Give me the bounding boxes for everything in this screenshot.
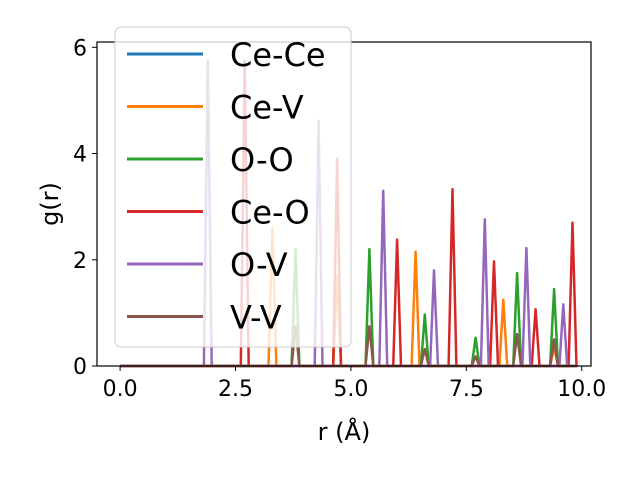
y-tick-label: 6 (73, 36, 87, 61)
x-tick-label: 10.0 (557, 377, 606, 402)
x-tick-label: 2.5 (218, 377, 253, 402)
x-tick-label: 7.5 (449, 377, 484, 402)
x-axis: 0.0 2.5 5.0 7.5 10.0 (103, 366, 606, 402)
x-axis-label: r (Å) (318, 417, 371, 446)
x-tick-label: 0.0 (103, 377, 138, 402)
x-tick-label: 5.0 (333, 377, 368, 402)
y-axis-label: g(r) (36, 182, 64, 226)
y-tick-label: 4 (73, 143, 87, 168)
legend-label-ce-v: Ce-V (230, 89, 304, 127)
legend-label-ce-ce: Ce-Ce (230, 36, 326, 74)
y-axis: 0 2 4 6 (73, 36, 97, 380)
legend: Ce-Ce Ce-V O-O Ce-O O-V V-V (114, 26, 352, 348)
legend-label-o-v: O-V (230, 246, 288, 284)
legend-label-ce-o: Ce-O (230, 194, 310, 232)
legend-label-v-v: V-V (230, 299, 282, 337)
y-tick-label: 2 (73, 249, 87, 274)
y-tick-label: 0 (73, 355, 87, 380)
legend-label-o-o: O-O (230, 141, 294, 179)
